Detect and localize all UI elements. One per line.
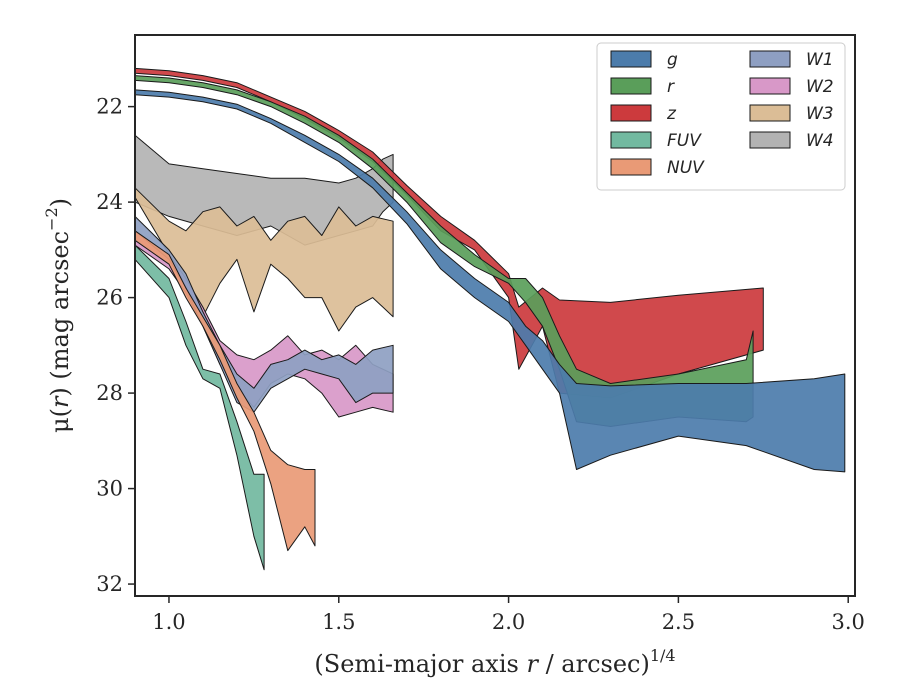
legend-swatch-W3 — [749, 104, 791, 122]
legend-label-z: z — [666, 104, 677, 124]
x-tick-label: 2.5 — [662, 610, 695, 634]
legend-label-W3: W3 — [806, 104, 834, 124]
x-tick-label: 2.0 — [492, 610, 525, 634]
legend-label-W2: W2 — [806, 77, 834, 97]
band-FUV — [134, 244, 265, 571]
legend-label-W1: W1 — [806, 50, 834, 70]
legend-label-r: r — [667, 77, 675, 97]
band-W3 — [134, 187, 394, 332]
legend-swatch-NUV — [610, 158, 652, 176]
legend-swatch-W2 — [749, 77, 791, 95]
legend-swatch-W1 — [749, 50, 791, 68]
legend: grz FUV NUV W1 W2 W3 W4 — [596, 42, 846, 191]
x-tick-label: 1.0 — [152, 610, 185, 634]
x-axis-ticks: 1.0 1.5 2.0 2.5 3.0 — [152, 596, 865, 634]
legend-swatch-FUV — [610, 131, 652, 149]
y-axis-ticks: 22 24 26 28 30 32 — [96, 95, 135, 596]
legend-swatch-r — [610, 77, 652, 95]
legend-label-g: g — [667, 50, 678, 70]
plot-frame — [134, 34, 856, 597]
y-tick-label: 24 — [96, 190, 123, 214]
legend-swatch-g — [610, 50, 652, 68]
legend-swatch-z — [610, 104, 652, 122]
y-tick-label: 30 — [96, 477, 123, 501]
y-tick-label: 22 — [96, 95, 123, 119]
band-W1 — [134, 215, 394, 413]
y-tick-label: 28 — [96, 381, 123, 405]
y-tick-label: 26 — [96, 286, 123, 310]
x-axis-label: (Semi-major axis r / arcsec)1/4 — [314, 646, 675, 678]
band-NUV — [134, 230, 316, 552]
series-bands — [134, 67, 846, 571]
legend-label-FUV: FUV — [667, 131, 702, 151]
y-tick-label: 32 — [96, 572, 123, 596]
legend-swatch-W4 — [749, 131, 791, 149]
legend-label-NUV: NUV — [667, 158, 705, 178]
legend-label-W4: W4 — [806, 131, 834, 151]
band-g — [134, 89, 846, 473]
x-tick-label: 1.5 — [322, 610, 355, 634]
y-axis-label: μ(r) (mag arcsec−2) — [42, 198, 74, 433]
x-tick-label: 3.0 — [832, 610, 865, 634]
